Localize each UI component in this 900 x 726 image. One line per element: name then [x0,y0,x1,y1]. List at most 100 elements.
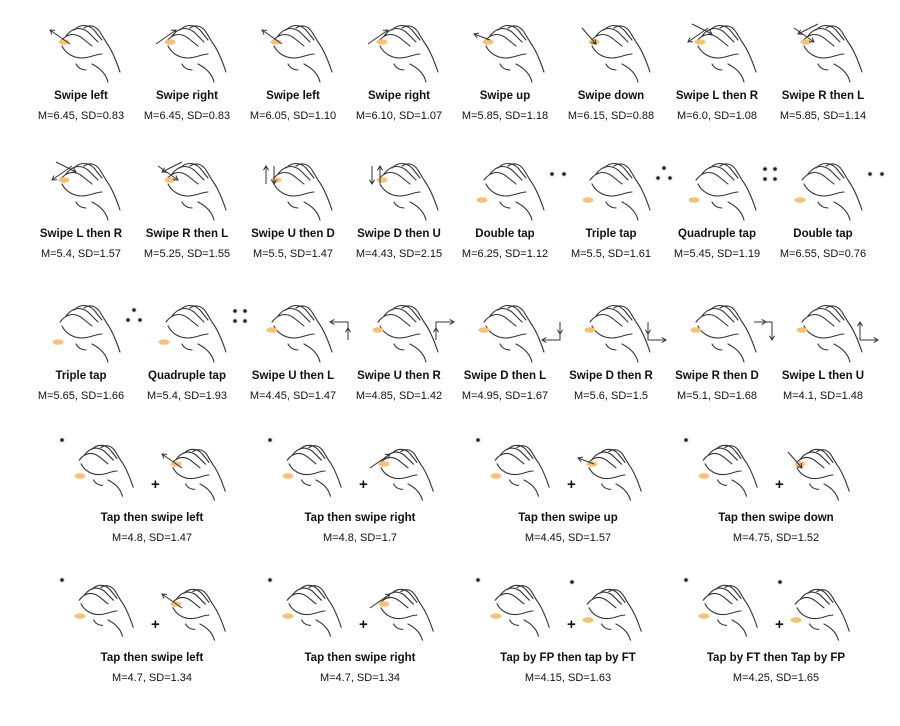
gesture-cell: Swipe D then R M=5.6, SD=1.5 [558,290,667,420]
gesture-title: Swipe left [266,90,320,102]
gesture-cell: Swipe right M=6.45, SD=0.83 [134,10,240,140]
touch-highlight [476,197,488,203]
gesture-illustration [793,23,863,83]
gesture-illustration [796,304,879,363]
gesture-arrow-icon [369,453,391,469]
hand-icon [702,444,758,497]
touch-highlight [694,39,706,45]
hand-icon [494,444,550,497]
gesture-illustration [367,24,439,83]
hand-icon [801,24,863,83]
gesture-cell: Quadruple tap M=5.45, SD=1.19 [664,148,779,278]
gesture-illustration [581,24,651,83]
gesture-stats: M=5.4, SD=1.57 [40,248,122,260]
hand-icon [801,304,863,363]
touch-highlight [378,601,390,607]
touch-highlight [582,617,594,623]
gesture-stats: M=4.7, SD=1.34 [111,672,193,684]
gesture-title: Swipe U then D [251,228,335,240]
gesture-stats: M=4.75, SD=1.52 [732,532,820,544]
hand-icon [78,584,134,637]
gesture-title: Tap then swipe left [100,652,204,664]
hand-icon [378,588,434,641]
tap-count-icon [124,306,144,324]
tap-count-icon [58,576,66,584]
gesture-stats: M=5.85, SD=1.14 [779,110,867,122]
hand-icon [377,24,439,83]
gesture-cell: Swipe down M=6.15, SD=0.88 [558,10,664,140]
gesture-cell: Swipe D then L M=4.95, SD=1.67 [452,290,564,420]
touch-highlight [582,197,594,203]
touch-highlight [584,327,596,333]
gesture-stats: M=6.10, SD=1.07 [355,110,443,122]
gesture-illustration [158,304,249,363]
hand-icon [378,448,434,501]
touch-highlight [378,461,390,467]
touch-highlight [688,197,700,203]
gesture-cell: Double tap M=6.25, SD=1.12 [452,148,568,278]
touch-highlight [490,473,502,479]
gesture-title: Double tap [793,228,853,240]
gesture-cell: Swipe up M=5.85, SD=1.18 [452,10,558,140]
gesture-title: Swipe up [479,90,531,102]
gesture-cell: + Tap by FT then Tap by FP M=4.25, SD=1.65 [672,570,880,700]
gesture-arrow-icon [369,593,391,609]
gesture-illustration [687,23,757,83]
gesture-stats: M=4.43, SD=2.15 [355,248,443,260]
gesture-stats: M=6.05, SD=1.10 [249,110,337,122]
touch-highlight [74,473,86,479]
gesture-title: Tap by FT then Tap by FP [706,652,846,664]
gesture-illustration [157,161,227,221]
hand-icon [78,444,134,497]
tap-count-icon [682,436,690,444]
gesture-title: Triple tap [55,370,107,382]
gesture-cell: Swipe left M=6.05, SD=1.10 [240,10,346,140]
gesture-title: Swipe D then L [463,370,547,382]
gesture-arrow-icon [161,453,183,469]
touch-highlight [158,339,170,345]
touch-highlight [376,177,388,183]
gesture-stats: M=5.65, SD=1.66 [37,390,125,402]
gesture-cell: Quadruple tap M=5.4, SD=1.93 [134,290,249,420]
gesture-stats: M=4.45, SD=1.47 [249,390,337,402]
gesture-stats: M=5.5, SD=1.47 [252,248,334,260]
plus-sign: + [151,476,160,493]
hand-icon [170,588,226,641]
hand-icon [794,588,850,641]
gesture-stats: M=4.25, SD=1.65 [732,672,820,684]
gesture-illustration [473,24,545,83]
gesture-title: Swipe R then L [145,228,229,240]
hand-icon [377,304,439,363]
gesture-title: Swipe D then R [569,370,653,382]
gesture-title: Swipe U then R [357,370,441,382]
gesture-title: Swipe L then U [781,370,865,382]
plus-sign: + [567,616,576,633]
gesture-arrow-icon [376,165,384,184]
hand-icon [286,444,342,497]
path-arrow-icon [754,318,776,341]
gesture-cell: Swipe U then R M=4.85, SD=1.42 [346,290,455,420]
gesture-illustration [58,436,226,501]
gesture-cell: Swipe L then R M=6.0, SD=1.08 [664,10,770,140]
tap-count-icon [474,436,482,444]
gesture-stats: M=4.8, SD=1.7 [323,532,397,544]
gesture-cell: Swipe L then R M=5.4, SD=1.57 [28,148,134,278]
gesture-stats: M=4.85, SD=1.42 [355,390,443,402]
tap-count-icon [682,576,690,584]
gesture-illustration [690,304,776,363]
tap-count-icon [776,578,784,586]
tap-count-icon [568,578,576,586]
gesture-stats: M=4.7, SD=1.34 [319,672,401,684]
gesture-stats: M=4.15, SD=1.63 [524,672,612,684]
gesture-cell: Swipe L then U M=4.1, SD=1.48 [770,290,879,420]
gesture-stats: M=6.0, SD=1.08 [676,110,758,122]
gesture-title: Swipe L then R [39,228,123,240]
path-arrow-icon [856,321,879,344]
gesture-stats: M=6.25, SD=1.12 [461,248,549,260]
gesture-illustration [688,162,779,221]
gesture-cell: + Tap then swipe left M=4.8, SD=1.47 [48,430,256,560]
gesture-title: Triple tap [585,228,637,240]
gesture-title: Quadruple tap [148,370,226,382]
gesture-cell: + Tap then swipe left M=4.7, SD=1.34 [48,570,256,700]
